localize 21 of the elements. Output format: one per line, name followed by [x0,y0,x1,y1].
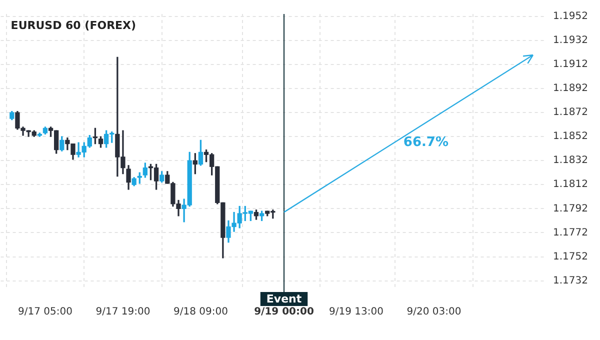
y-tick-label: 1.1792 [553,203,588,214]
y-tick-label: 1.1892 [553,83,588,94]
y-tick-label: 1.1772 [553,227,588,238]
ref-line-label: Event [266,292,302,306]
y-tick-label: 1.1872 [553,107,588,118]
annotation: 66.7% [403,135,448,150]
x-tick-label: 9/19 13:00 [328,306,384,318]
x-tick-label: 9/18 09:00 [173,306,228,318]
y-tick-label: 1.1932 [553,35,588,46]
x-tick-label: 9/17 05:00 [18,306,72,318]
x-tick-label: 9/20 03:00 [406,306,462,318]
y-tick-label: 1.1912 [553,59,588,70]
y-tick-label: 1.1812 [553,179,588,190]
y-tick-label: 1.1852 [553,131,588,142]
y-tick-label: 1.1732 [553,275,588,286]
y-tick-label: 1.1952 [553,10,588,22]
x-tick-label: 9/17 19:00 [96,306,150,318]
x-tick-label: 9/19 00:00 [254,306,314,318]
text: EURUSD 60 (FOREX) [10,18,136,32]
y-tick-label: 1.1832 [553,155,588,166]
y-tick-label: 1.1752 [553,251,588,262]
